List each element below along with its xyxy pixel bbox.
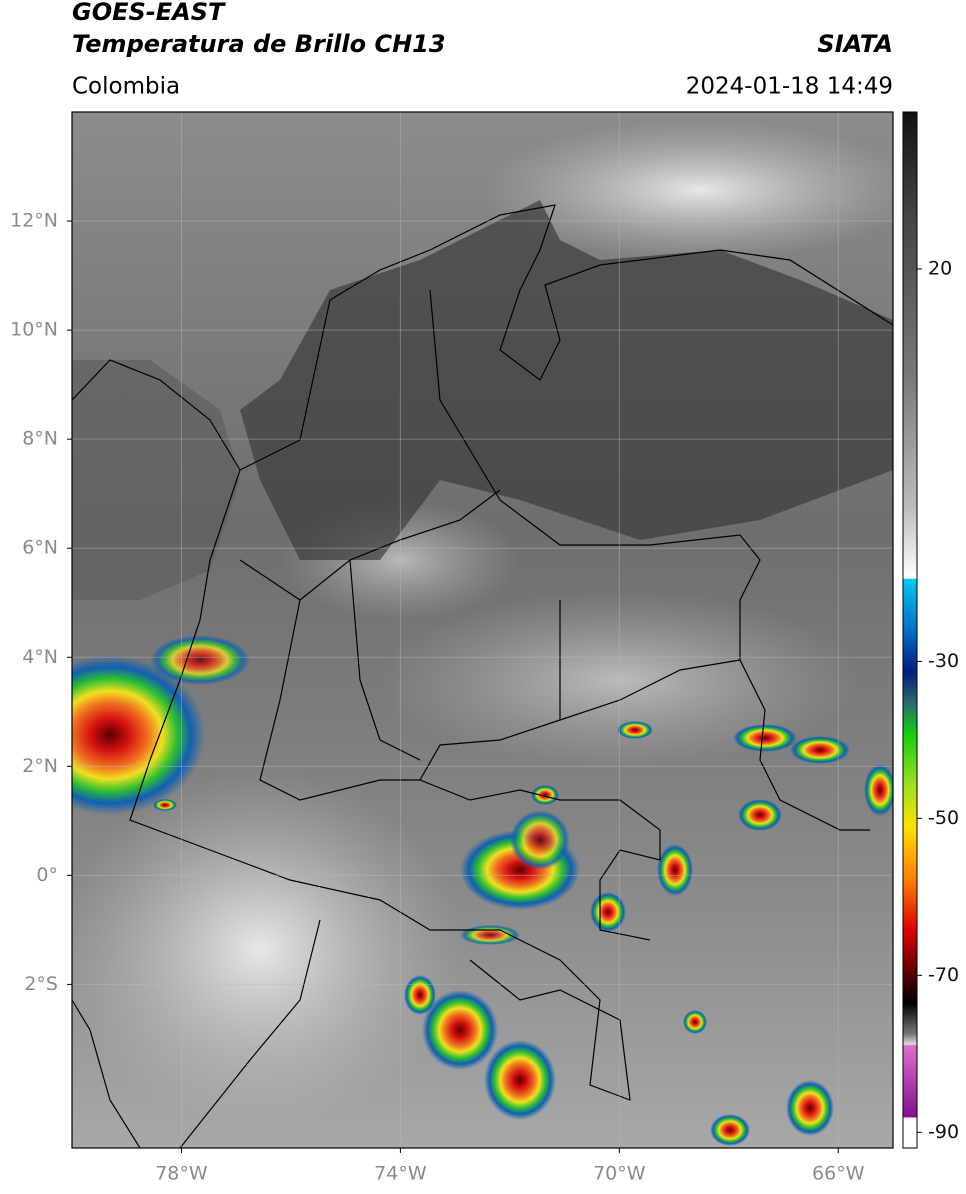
y-tick-label: 6°N (22, 537, 58, 559)
satellite-image (72, 112, 893, 1148)
y-tick-label: 12°N (10, 210, 58, 232)
y-tick-label: 2°N (22, 755, 58, 777)
datetime: 2024-01-18 14:49 (686, 74, 893, 100)
source: SIATA (817, 30, 893, 58)
y-tick-label: 2°S (24, 973, 58, 995)
x-tick-label: 78°W (155, 1163, 208, 1185)
grid (72, 112, 893, 1148)
x-tick-label: 74°W (374, 1163, 427, 1185)
x-tick-label: 66°W (812, 1163, 865, 1185)
y-tick-label: 0° (36, 864, 58, 886)
y-tick-label: 8°N (22, 428, 58, 450)
colorbar-tick-label: -90 (928, 1121, 959, 1143)
map-frame (71, 111, 894, 1149)
x-tick-label: 70°W (593, 1163, 646, 1185)
colorbar (902, 111, 918, 1149)
colorbar-tick-label: -50 (928, 807, 959, 829)
y-tick-label: 4°N (22, 646, 58, 668)
colorbar-tick-label: 20 (928, 257, 952, 279)
colorbar-tick-label: -30 (928, 650, 959, 672)
colorbar-tick-label: -70 (928, 964, 959, 986)
y-tick-label: 10°N (10, 319, 58, 341)
region: Colombia (72, 74, 180, 100)
subtitle: Temperatura de Brillo CH13 (72, 30, 446, 58)
title: GOES-EAST (72, 0, 226, 26)
